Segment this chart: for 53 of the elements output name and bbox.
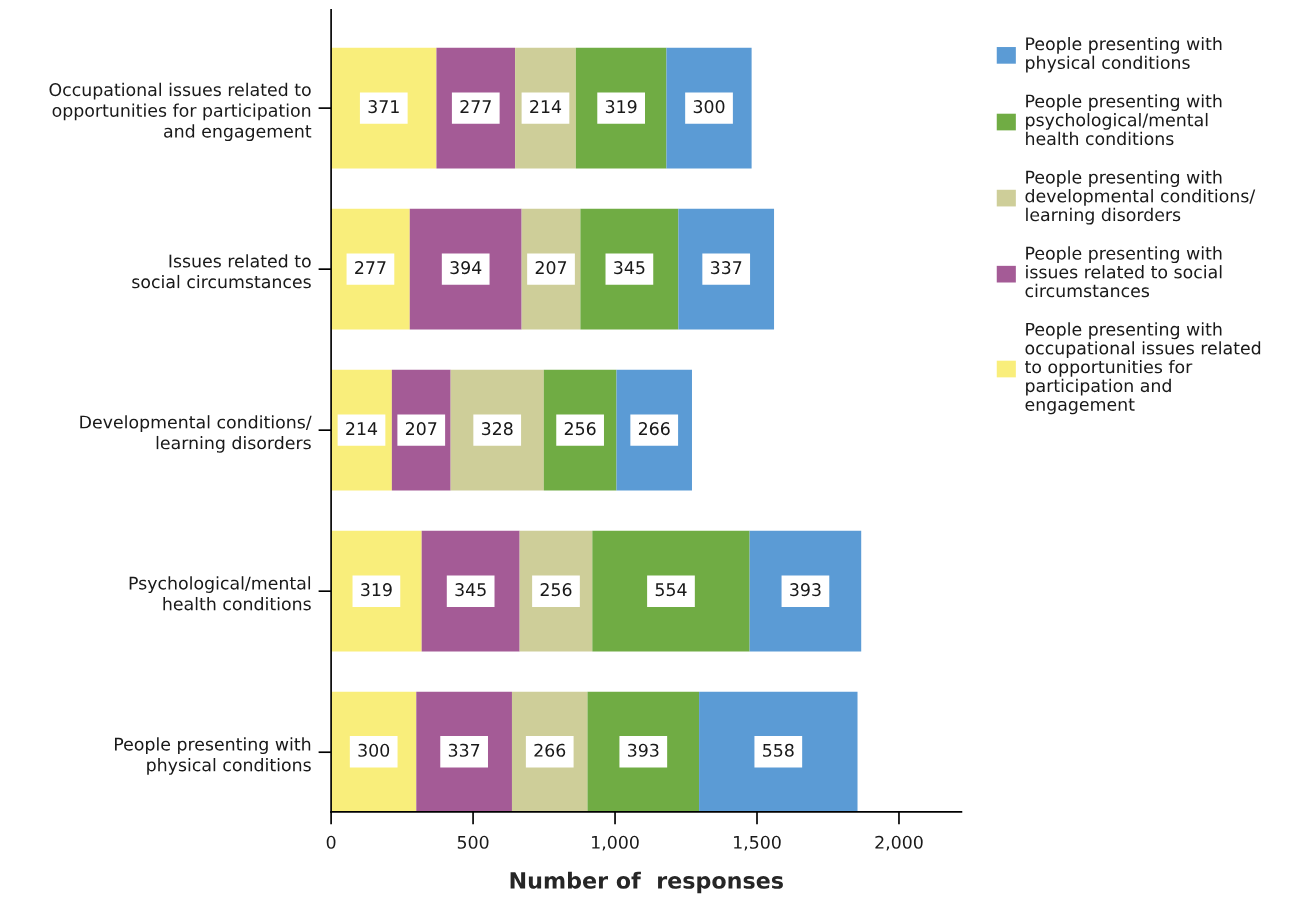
data-label: 393 [628, 743, 659, 757]
bar [678, 208, 775, 330]
bar [580, 208, 679, 330]
data-label: 256 [540, 583, 572, 597]
bar [749, 530, 862, 652]
legend-label: People presenting with occupational issues related to opportunities for participation and engagement [1024, 322, 1261, 415]
data-label: 319 [605, 100, 637, 114]
bar [421, 530, 520, 652]
x-tick-label: 2,000 [875, 835, 923, 851]
legend-label: People presenting with issues related to social circumstances [1025, 246, 1222, 298]
legend-label: People presenting with physical conditions [1026, 36, 1222, 73]
data-label: 345 [614, 261, 645, 275]
data-label: 214 [530, 100, 562, 113]
bar [416, 691, 512, 812]
data-label: 300 [693, 100, 725, 114]
y-tick-label: Developmental conditions/ learning disorders [80, 415, 312, 453]
data-label: 256 [564, 422, 596, 436]
bar [592, 530, 750, 652]
data-label: 266 [534, 743, 566, 757]
y-tick-label: Psychological/mental health conditions [129, 576, 311, 611]
data-label: 207 [535, 261, 567, 275]
data-label: 345 [455, 583, 486, 597]
x-axis-title: Number of responses [510, 871, 783, 894]
data-label: 558 [763, 743, 794, 757]
y-tick-label: Issues related to social circumstances [132, 254, 311, 289]
legend-label: People presenting with psychological/mental health conditions [1026, 94, 1222, 146]
x-tick-label: 0 [326, 835, 336, 849]
bar [450, 369, 544, 491]
bar [331, 530, 422, 652]
legend-label: People presenting with developmental conditions/ learning disorders [1025, 170, 1256, 225]
data-label: 394 [450, 261, 482, 275]
bar [331, 47, 437, 169]
x-tick-label: 1,000 [592, 835, 639, 851]
y-tick-label: People presenting with physical conditions [114, 737, 311, 775]
data-label: 266 [638, 422, 670, 436]
bar [699, 691, 858, 812]
data-label: 277 [460, 100, 491, 113]
data-label: 300 [358, 743, 390, 757]
data-label: 371 [368, 100, 399, 114]
data-label: 277 [355, 261, 386, 274]
x-tick-label: 1,500 [734, 835, 781, 851]
data-label: 207 [405, 422, 437, 436]
y-tick-label: Occupational issues related to opportunities for participation and engagement [49, 82, 312, 142]
bar [409, 208, 522, 330]
data-label: 554 [655, 583, 687, 597]
x-tick-label: 500 [457, 835, 489, 849]
data-label: 319 [361, 583, 392, 597]
data-label: 214 [346, 422, 378, 435]
data-label: 393 [790, 583, 821, 597]
data-label: 328 [481, 422, 513, 436]
data-label: 337 [448, 743, 480, 757]
bar [587, 691, 700, 812]
data-label: 337 [710, 261, 742, 275]
